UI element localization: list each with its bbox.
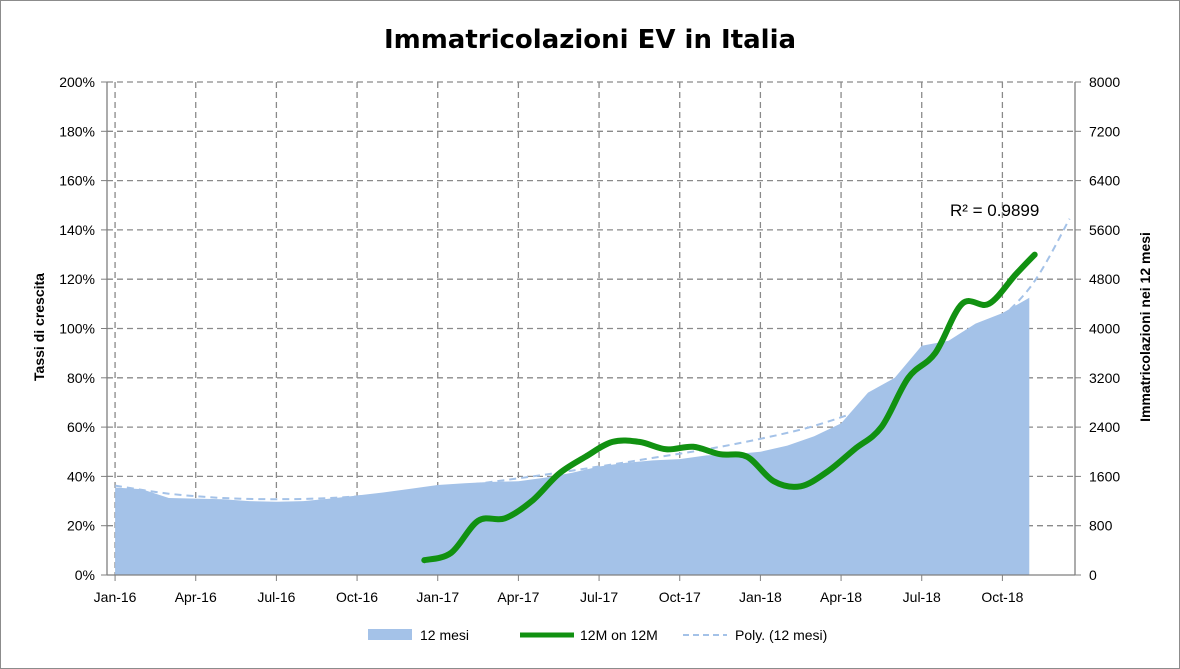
line-series: [421, 251, 1038, 564]
line-12m-on-12m: [421, 251, 1038, 564]
legend-label-12-mesi: 12 mesi: [420, 627, 469, 643]
y-left-tick-label: 200%: [59, 74, 95, 90]
y-axis-left-title: Tassi di crescita: [31, 273, 47, 381]
y-left-tick-label: 140%: [59, 222, 95, 238]
y-left-tick-label: 160%: [59, 173, 95, 189]
x-tick-label: Apr-18: [820, 589, 862, 605]
trendline-series: [114, 218, 1071, 501]
tick-labels: 0% 0 20% 800 40% 1600 60% 2400 80% 3200 100% 4000 12…: [59, 74, 1120, 605]
y-right-tick-label: 1600: [1089, 468, 1120, 484]
x-tick-label: Apr-17: [497, 589, 539, 605]
legend: 12 mesi 12M on 12M Poly. (12 mesi): [368, 627, 827, 643]
y-right-tick-label: 6400: [1089, 173, 1120, 189]
y-left-tick-label: 120%: [59, 271, 95, 287]
x-tick-label: Jul-16: [257, 589, 295, 605]
y-axis-right-title: Immatricolazioni nei 12 mesi: [1137, 232, 1153, 422]
x-tick-label: Oct-18: [981, 589, 1023, 605]
y-right-tick-label: 4000: [1089, 321, 1120, 337]
chart-title: Immatricolazioni EV in Italia: [384, 25, 796, 55]
trendline-poly-12-mesi: [114, 218, 1071, 501]
y-left-tick-label: 0%: [75, 567, 95, 583]
legend-swatch-area: [368, 629, 412, 640]
y-left-tick-label: 20%: [67, 518, 95, 534]
axes: [101, 81, 1081, 581]
x-tick-label: Jul-18: [903, 589, 941, 605]
x-tick-label: Oct-16: [336, 589, 378, 605]
y-left-tick-label: 100%: [59, 321, 95, 337]
y-left-tick-label: 180%: [59, 123, 95, 139]
x-tick-label: Apr-16: [175, 589, 217, 605]
y-right-tick-label: 3200: [1089, 370, 1120, 386]
y-left-tick-label: 60%: [67, 419, 95, 435]
y-right-tick-label: 8000: [1089, 74, 1120, 90]
y-right-tick-label: 800: [1089, 518, 1113, 534]
y-right-tick-label: 2400: [1089, 419, 1120, 435]
x-tick-label: Jan-18: [739, 589, 782, 605]
area-12-mesi: [115, 297, 1030, 575]
y-left-tick-label: 40%: [67, 468, 95, 484]
x-tick-label: Jul-17: [580, 589, 618, 605]
legend-label-12m-on-12m: 12M on 12M: [580, 627, 658, 643]
y-right-tick-label: 0: [1089, 567, 1097, 583]
y-right-tick-label: 7200: [1089, 123, 1120, 139]
area-series: [115, 297, 1030, 575]
x-tick-label: Jan-16: [94, 589, 137, 605]
y-left-tick-label: 80%: [67, 370, 95, 386]
y-right-tick-label: 4800: [1089, 271, 1120, 287]
r-squared-annotation: R² = 0.9899: [950, 201, 1039, 220]
x-tick-label: Oct-17: [659, 589, 701, 605]
x-tick-label: Jan-17: [416, 589, 459, 605]
y-right-tick-label: 5600: [1089, 222, 1120, 238]
legend-label-poly: Poly. (12 mesi): [735, 627, 827, 643]
